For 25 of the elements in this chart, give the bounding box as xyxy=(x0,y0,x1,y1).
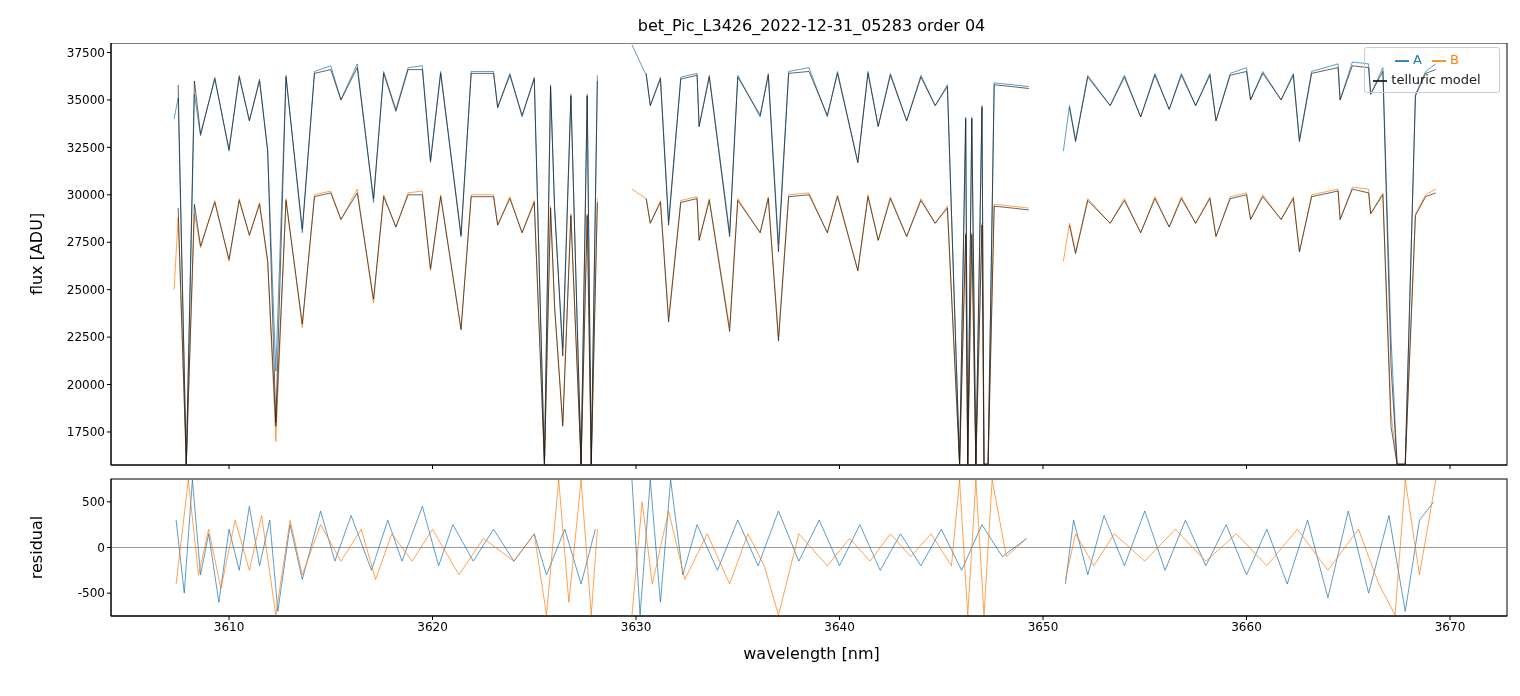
x-tick-label: 3640 xyxy=(824,619,855,634)
y-tick-label: 500 xyxy=(82,495,105,510)
chart-title: bet_Pic_L3426_2022-12-31_05283 order 04 xyxy=(636,15,987,37)
y-tick-label: 27500 xyxy=(66,235,105,250)
y-tick-label: -500 xyxy=(77,586,105,601)
x-tick-label: 3630 xyxy=(620,619,652,634)
y-tick-label: 0 xyxy=(97,540,105,555)
x-tick-label: 3620 xyxy=(417,619,448,634)
y-axis-title: flux [ADU] xyxy=(26,212,46,296)
x-tick-label: 3660 xyxy=(1231,619,1262,634)
y-tick-label: 35000 xyxy=(66,93,105,108)
y-axis-title: residual xyxy=(26,515,46,580)
x-tick-label: 3650 xyxy=(1027,619,1059,634)
x-tick-label: 3670 xyxy=(1434,619,1466,634)
y-tick-label: 32500 xyxy=(66,140,105,155)
y-tick-label: 22500 xyxy=(66,330,105,345)
y-tick-label: 25000 xyxy=(66,282,105,297)
y-tick-label: 20000 xyxy=(66,377,105,392)
y-tick-label: 37500 xyxy=(66,45,105,60)
legend-label: A xyxy=(1413,52,1422,67)
x-tick-label: 3610 xyxy=(213,619,245,634)
y-tick-label: 17500 xyxy=(66,425,105,440)
x-axis-title: wavelength [nm] xyxy=(742,644,881,665)
y-tick-label: 30000 xyxy=(66,188,105,203)
legend-label: B xyxy=(1449,52,1459,67)
